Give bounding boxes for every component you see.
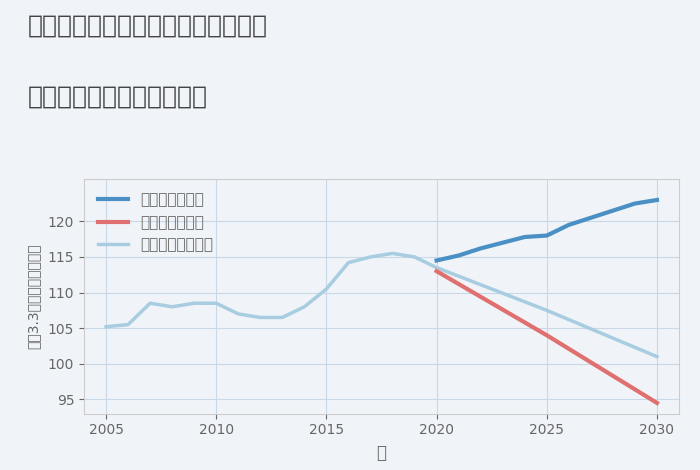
Line: バッドシナリオ: バッドシナリオ [437,271,657,403]
グッドシナリオ [587,215,595,220]
バッドシナリオ [653,400,662,406]
ノーマルシナリオ [410,254,419,260]
ノーマルシナリオ [322,286,330,292]
ノーマルシナリオ [542,307,551,313]
ノーマルシナリオ [124,322,132,328]
ノーマルシナリオ [168,304,176,310]
ノーマルシナリオ [102,324,110,329]
バッドシナリオ [433,268,441,274]
グッドシナリオ [542,233,551,238]
グッドシナリオ [609,208,617,213]
ノーマルシナリオ [344,260,353,266]
グッドシナリオ [521,234,529,240]
Text: 岐阜県揖斐郡揖斐川町谷汲木曽屋の: 岐阜県揖斐郡揖斐川町谷汲木曽屋の [28,14,268,38]
Line: ノーマルシナリオ: ノーマルシナリオ [106,253,657,357]
Text: 中古マンションの価格推移: 中古マンションの価格推移 [28,85,208,109]
グッドシナリオ [498,240,507,245]
Line: グッドシナリオ: グッドシナリオ [437,200,657,260]
ノーマルシナリオ [366,254,375,260]
ノーマルシナリオ [389,251,397,256]
ノーマルシナリオ [234,311,242,317]
Legend: グッドシナリオ, バッドシナリオ, ノーマルシナリオ: グッドシナリオ, バッドシナリオ, ノーマルシナリオ [92,186,220,259]
X-axis label: 年: 年 [377,444,386,462]
グッドシナリオ [433,258,441,263]
ノーマルシナリオ [190,300,198,306]
グッドシナリオ [653,197,662,203]
ノーマルシナリオ [433,265,441,270]
グッドシナリオ [477,245,485,251]
バッドシナリオ [542,332,551,338]
ノーマルシナリオ [300,304,309,310]
ノーマルシナリオ [212,300,220,306]
ノーマルシナリオ [256,314,265,320]
グッドシナリオ [454,253,463,258]
ノーマルシナリオ [146,300,154,306]
ノーマルシナリオ [278,314,286,320]
Y-axis label: 平（3.3㎡）単価（万円）: 平（3.3㎡）単価（万円） [27,243,41,349]
グッドシナリオ [565,222,573,227]
グッドシナリオ [631,201,639,206]
ノーマルシナリオ [653,354,662,360]
